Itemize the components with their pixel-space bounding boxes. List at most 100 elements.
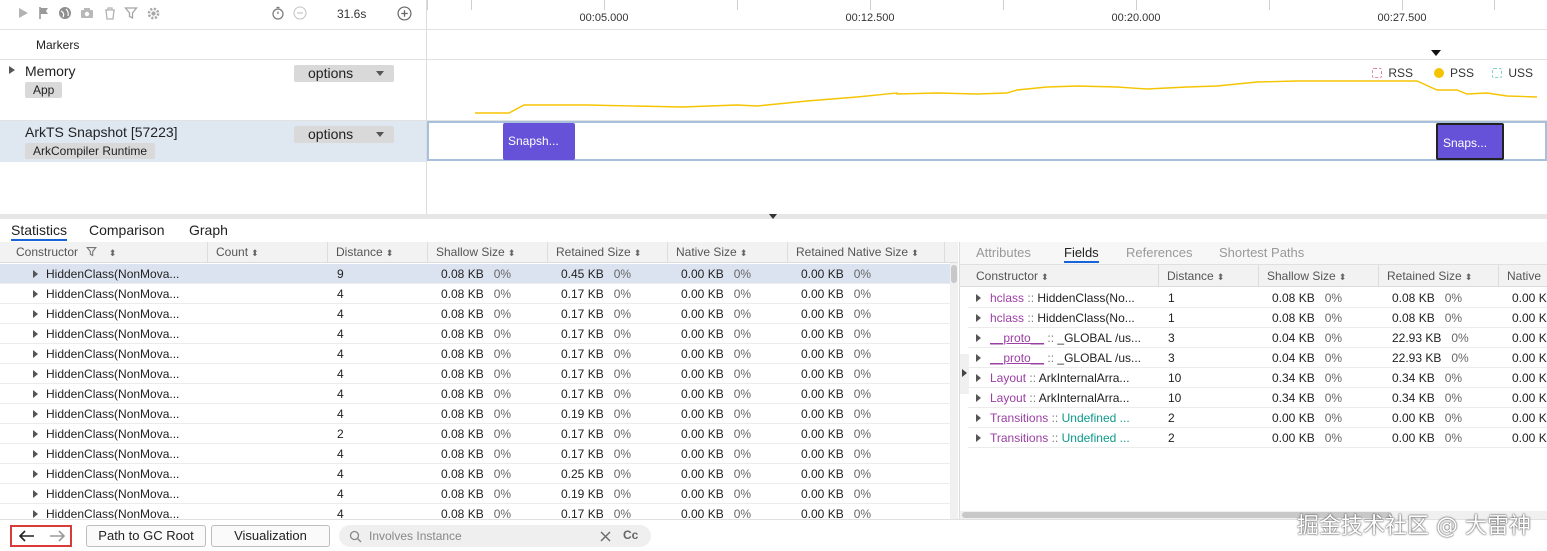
field-name[interactable]: hclass <box>990 291 1025 305</box>
globe-icon[interactable] <box>58 6 74 22</box>
column-native-size[interactable]: Native Size ⬍ <box>668 242 788 263</box>
back-arrow-icon[interactable] <box>14 528 40 544</box>
table-row[interactable]: HiddenClass(NonMova... 2 0.08 KB 0% 0.17 KB 0… <box>0 424 950 444</box>
tab-fields[interactable]: Fields <box>1064 245 1099 263</box>
column-retained-native-size[interactable]: Retained Native Size ⬍ <box>788 242 945 263</box>
forward-arrow-icon[interactable] <box>44 528 70 544</box>
legend-rss[interactable]: RSS <box>1372 66 1413 80</box>
table-row[interactable]: HiddenClass(NonMova... 4 0.08 KB 0% 0.17 KB 0… <box>0 344 950 364</box>
table-row[interactable]: HiddenClass(NonMova... 4 0.08 KB 0% 0.25 KB 0… <box>0 464 950 484</box>
sort-icon[interactable]: ⬍ <box>911 248 919 258</box>
field-row[interactable]: Transitions :: Undefined ... 2 0.00 KB 0% 0.… <box>968 408 1547 428</box>
tab-shortest-paths[interactable]: Shortest Paths <box>1219 245 1305 260</box>
camera-icon[interactable] <box>80 6 96 22</box>
expand-caret-icon[interactable] <box>9 66 15 74</box>
column-retained-size[interactable]: Retained Size ⬍ <box>548 242 668 263</box>
expand-caret-icon[interactable] <box>33 350 38 358</box>
field-name[interactable]: Layout <box>990 391 1027 405</box>
table-row[interactable]: HiddenClass(NonMova... 9 0.08 KB 0% 0.45 KB 0… <box>0 264 950 284</box>
tab-graph[interactable]: Graph <box>189 222 228 238</box>
plus-circle-icon[interactable] <box>397 6 413 22</box>
expand-caret-icon[interactable] <box>33 330 38 338</box>
sort-icon[interactable]: ⬍ <box>251 248 259 258</box>
expand-caret-icon[interactable] <box>976 394 981 402</box>
tab-attributes[interactable]: Attributes <box>976 245 1031 260</box>
column-constructor[interactable]: Constructor ⬍ <box>968 265 1159 287</box>
field-name[interactable]: Transitions <box>990 411 1049 425</box>
sort-icon[interactable]: ⬍ <box>739 248 748 258</box>
filter-icon[interactable] <box>86 246 98 257</box>
column-distance[interactable]: Distance ⬍ <box>1159 265 1259 287</box>
time-ruler[interactable]: 00:05.000 00:12.500 00:20.000 00:27.500 <box>427 0 1547 30</box>
expand-caret-icon[interactable] <box>33 410 38 418</box>
delete-icon[interactable] <box>103 6 119 22</box>
memory-chart[interactable] <box>427 60 1547 120</box>
snapshot-options-dropdown[interactable]: options <box>294 126 394 143</box>
search-input[interactable] <box>369 527 609 545</box>
expand-caret-icon[interactable] <box>33 430 38 438</box>
scrollbar-thumb[interactable] <box>962 512 1392 518</box>
snapshot-block-selected[interactable]: Snaps... <box>1436 123 1504 160</box>
panel-collapse-handle[interactable] <box>960 354 969 394</box>
tab-references[interactable]: References <box>1126 245 1193 260</box>
legend-pss[interactable]: PSS <box>1433 66 1474 80</box>
table-row[interactable]: HiddenClass(NonMova... 4 0.08 KB 0% 0.17 KB 0… <box>0 444 950 464</box>
gear-icon[interactable] <box>146 6 162 22</box>
vertical-scrollbar[interactable] <box>950 263 958 519</box>
field-row[interactable]: hclass :: HiddenClass(No... 1 0.08 KB 0% 0.0… <box>968 308 1547 328</box>
flag-icon[interactable] <box>37 6 53 22</box>
match-case-toggle[interactable]: Cc <box>623 528 639 542</box>
memory-options-dropdown[interactable]: options <box>294 65 394 82</box>
horizontal-scrollbar[interactable] <box>960 511 1547 519</box>
expand-caret-icon[interactable] <box>33 450 38 458</box>
field-row[interactable]: Layout :: ArkInternalArra... 10 0.34 KB 0% 0… <box>968 368 1547 388</box>
sort-icon[interactable]: ⬍ <box>385 248 394 258</box>
snapshot-block[interactable]: Snapsh... <box>503 123 575 160</box>
expand-caret-icon[interactable] <box>33 370 38 378</box>
sort-icon[interactable]: ⬍ <box>1464 272 1473 282</box>
sort-icon[interactable]: ⬍ <box>1216 272 1225 282</box>
column-shallow-size[interactable]: Shallow Size ⬍ <box>428 242 548 263</box>
field-row[interactable]: hclass :: HiddenClass(No... 1 0.08 KB 0% 0.0… <box>968 288 1547 308</box>
sort-icon[interactable]: ⬍ <box>1338 272 1347 282</box>
table-row[interactable]: HiddenClass(NonMova... 4 0.08 KB 0% 0.17 KB 0… <box>0 504 950 519</box>
expand-caret-icon[interactable] <box>976 434 981 442</box>
expand-caret-icon[interactable] <box>33 290 38 298</box>
minus-circle-icon[interactable] <box>293 6 309 22</box>
expand-caret-icon[interactable] <box>976 294 981 302</box>
filter-icon[interactable] <box>124 6 140 22</box>
expand-caret-icon[interactable] <box>976 374 981 382</box>
path-to-gc-root-button[interactable]: Path to GC Root <box>86 525 206 547</box>
tab-statistics[interactable]: Statistics <box>11 222 68 241</box>
collapse-arrow-icon[interactable] <box>769 214 777 219</box>
table-row[interactable]: HiddenClass(NonMova... 4 0.08 KB 0% 0.19 KB 0… <box>0 404 950 424</box>
expand-caret-icon[interactable] <box>33 310 38 318</box>
column-distance[interactable]: Distance ⬍ <box>328 242 428 263</box>
table-row[interactable]: HiddenClass(NonMova... 4 0.08 KB 0% 0.19 KB 0… <box>0 484 950 504</box>
legend-uss[interactable]: USS <box>1492 66 1533 80</box>
timer-icon[interactable] <box>271 6 287 22</box>
table-row[interactable]: HiddenClass(NonMova... 4 0.08 KB 0% 0.17 KB 0… <box>0 284 950 304</box>
snapshot-track[interactable]: Snapsh... Snaps... <box>427 121 1547 161</box>
field-name[interactable]: __proto__ <box>990 351 1045 365</box>
field-row[interactable]: Transitions :: Undefined ... 2 0.00 KB 0% 0.… <box>968 428 1547 448</box>
clear-icon[interactable] <box>600 531 611 542</box>
time-marker-flag[interactable] <box>1431 50 1441 56</box>
visualization-button[interactable]: Visualization <box>211 525 330 547</box>
field-name[interactable]: __proto__ <box>990 331 1045 345</box>
field-name[interactable]: hclass <box>990 311 1025 325</box>
column-constructor[interactable]: Constructor ⬍ <box>8 242 208 263</box>
expand-caret-icon[interactable] <box>33 470 38 478</box>
expand-caret-icon[interactable] <box>976 414 981 422</box>
tab-comparison[interactable]: Comparison <box>89 222 165 238</box>
expand-caret-icon[interactable] <box>33 490 38 498</box>
sort-icon[interactable]: ⬍ <box>108 248 117 258</box>
snapshot-lane-header[interactable]: ArkTS Snapshot [57223] ArkCompiler Runti… <box>0 121 426 162</box>
sort-icon[interactable]: ⬍ <box>633 248 642 258</box>
expand-caret-icon[interactable] <box>976 334 981 342</box>
sort-icon[interactable]: ⬍ <box>1041 272 1049 282</box>
column-shallow-size[interactable]: Shallow Size ⬍ <box>1259 265 1379 287</box>
column-retained-size[interactable]: Retained Size ⬍ <box>1379 265 1499 287</box>
panel-splitter[interactable] <box>0 214 1547 219</box>
table-row[interactable]: HiddenClass(NonMova... 4 0.08 KB 0% 0.17 KB 0… <box>0 364 950 384</box>
